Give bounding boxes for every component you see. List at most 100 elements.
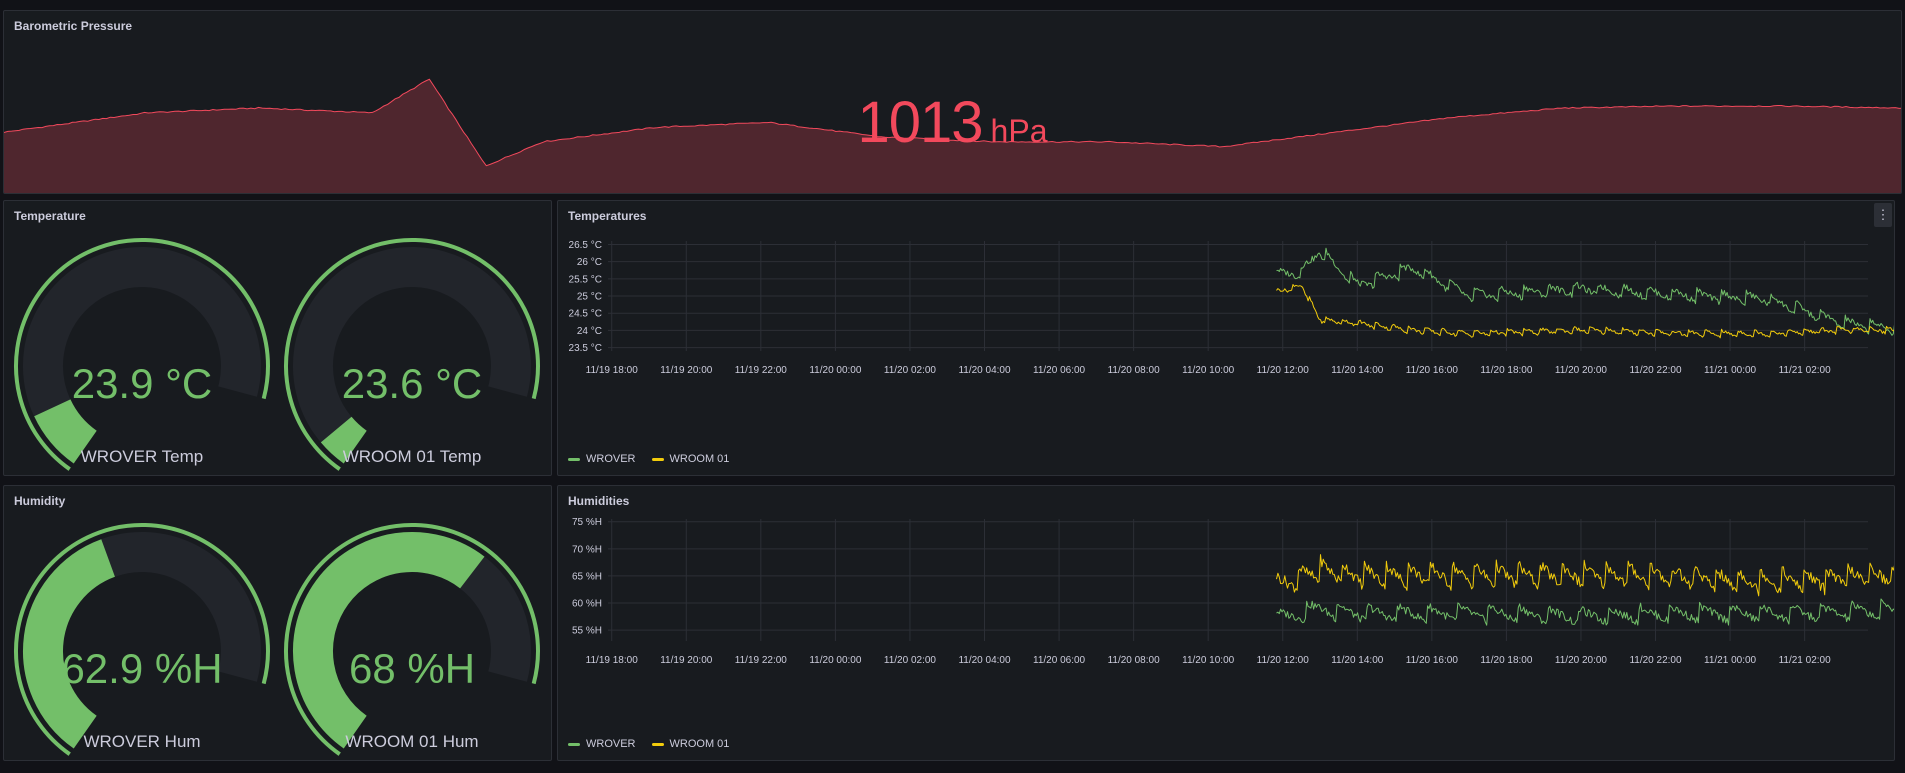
legend-swatch [651,457,664,461]
legend-swatch [568,457,580,461]
humidity-gauge-panel: Humidity 62.9 %H WROVER Hum 68 %H WROOM 01 … [3,485,552,761]
gauge-value: 68 %H [349,645,475,692]
x-tick-label: 11/20 10:00 [1182,655,1235,666]
legend-label: WROOM 01 [669,453,730,465]
x-tick-label: 11/19 22:00 [735,655,788,666]
temperatures-chart-panel: Temperatures ⋮ 26.5 °C 26 °C 25.5 °C 25 °C 2… [557,200,1895,476]
kebab-menu-icon[interactable]: ⋮ [1874,203,1892,227]
legend-label: WROVER [586,453,636,465]
gauge-fill [320,416,368,464]
x-tick-label: 11/21 02:00 [1779,655,1832,666]
x-tick-label: 11/19 18:00 [586,655,639,666]
y-tick-label: 70 %H [572,544,602,555]
panel-title: Barometric Pressure [14,19,133,33]
pressure-panel: Barometric Pressure 1013 hPa [3,10,1902,194]
x-tick-label: 11/20 12:00 [1257,655,1310,666]
pressure-line [4,78,1901,167]
chart-legend: WROVER WROOM 01 [568,738,729,750]
humidities-chart-panel: Humidities 75 %H 70 %H 65 %H 60 %H 55 %H 11/1… [557,485,1895,761]
y-tick-label: 25.5 °C [569,274,602,285]
x-tick-label: 11/20 08:00 [1108,655,1161,666]
temperatures-chart: 26.5 °C 26 °C 25.5 °C 25 °C 24.5 °C 24 °C 23.5… [569,240,1894,376]
x-tick-label: 11/20 02:00 [884,655,937,666]
y-tick-label: 24 °C [577,326,602,337]
x-tick-label: 11/20 04:00 [958,365,1011,376]
legend-label: WROOM 01 [669,738,730,750]
x-tick-label: 11/19 22:00 [735,365,788,376]
x-tick-label: 11/20 04:00 [958,655,1011,666]
series-line-wroom-01 [1276,284,1894,339]
x-tick-label: 11/20 00:00 [809,655,862,666]
x-tick-label: 11/20 02:00 [884,365,937,376]
y-tick-label: 75 %H [572,517,602,528]
pressure-area [4,79,1901,193]
x-tick-label: 11/20 22:00 [1629,365,1682,376]
pressure-value: 1013 hPa [4,89,1901,156]
gauge-value: 23.6 °C [342,360,483,407]
x-tick-label: 11/20 14:00 [1331,365,1384,376]
gauge-threshold-arc [13,238,270,471]
legend-item-wroom[interactable]: WROOM 01 [651,738,730,750]
x-tick-label: 11/21 02:00 [1779,365,1832,376]
x-tick-label: 11/19 20:00 [660,365,713,376]
gauge-label: WROOM 01 Hum [345,732,478,751]
gauge-track [293,247,531,464]
x-tick-label: 11/21 00:00 [1704,365,1757,376]
gauge-label: WROVER Hum [83,732,200,751]
series-line-wroom-01 [1276,554,1894,597]
legend-item-wrover[interactable]: WROVER [568,738,636,750]
gauge-value: 23.9 °C [72,360,213,407]
legend-item-wroom[interactable]: WROOM 01 [651,453,730,465]
x-tick-label: 11/20 00:00 [809,365,862,376]
gauge-threshold-arc [13,523,270,756]
x-tick-label: 11/20 16:00 [1406,365,1459,376]
y-tick-label: 24.5 °C [569,309,602,320]
series-line-wrover [1276,598,1894,626]
gauge-value: 62.9 %H [61,645,222,692]
y-tick-label: 25 °C [577,292,602,303]
humidity-gauges: 62.9 %H WROVER Hum 68 %H WROOM 01 Hum [13,523,540,756]
x-tick-label: 11/21 00:00 [1704,655,1757,666]
pressure-sparkline [4,78,1901,193]
panel-title: Humidities [568,494,630,508]
y-tick-label: 26.5 °C [569,240,602,251]
legend-label: WROVER [586,738,636,750]
x-tick-label: 11/20 06:00 [1033,365,1086,376]
x-tick-label: 11/20 16:00 [1406,655,1459,666]
gauge-track [23,247,261,464]
gauge-fill [34,398,98,464]
x-tick-label: 11/20 12:00 [1257,365,1310,376]
x-tick-label: 11/20 06:00 [1033,655,1086,666]
y-tick-label: 55 %H [572,626,602,637]
gauge-label: WROOM 01 Temp [343,447,482,466]
gauge-fill [292,532,485,749]
legend-item-wrover[interactable]: WROVER [568,453,636,465]
x-tick-label: 11/20 18:00 [1480,365,1533,376]
x-tick-label: 11/20 18:00 [1480,655,1533,666]
x-tick-label: 11/20 20:00 [1555,655,1608,666]
temperature-gauge-panel: Temperature 23.9 °C WROVER Temp 23.6 °C WRO… [3,200,552,476]
y-tick-label: 60 %H [572,599,602,610]
panel-title: Temperature [14,209,86,223]
gauge-fill [23,539,116,749]
gauge-label: WROVER Temp [81,447,204,466]
pressure-unit: hPa [990,113,1048,149]
x-tick-label: 11/19 18:00 [586,365,639,376]
y-tick-label: 65 %H [572,571,602,582]
panel-title: Humidity [14,494,66,508]
x-tick-label: 11/20 14:00 [1331,655,1384,666]
panel-title: Temperatures [568,209,647,223]
x-tick-label: 11/20 08:00 [1108,365,1161,376]
x-tick-label: 11/20 22:00 [1629,655,1682,666]
gauge-threshold-arc [283,523,540,756]
x-tick-label: 11/20 10:00 [1182,365,1235,376]
legend-swatch [568,742,580,746]
x-tick-label: 11/20 20:00 [1555,365,1608,376]
gauge-threshold-arc [283,238,540,471]
temperature-gauges: 23.9 °C WROVER Temp 23.6 °C WROOM 01 Temp [13,238,540,471]
legend-swatch [651,742,664,746]
humidities-chart: 75 %H 70 %H 65 %H 60 %H 55 %H 11/19 18:00 11/1… [572,517,1894,666]
pressure-number: 1013 [857,90,984,155]
series-line-wrover [1276,247,1894,336]
y-tick-label: 23.5 °C [569,343,602,354]
